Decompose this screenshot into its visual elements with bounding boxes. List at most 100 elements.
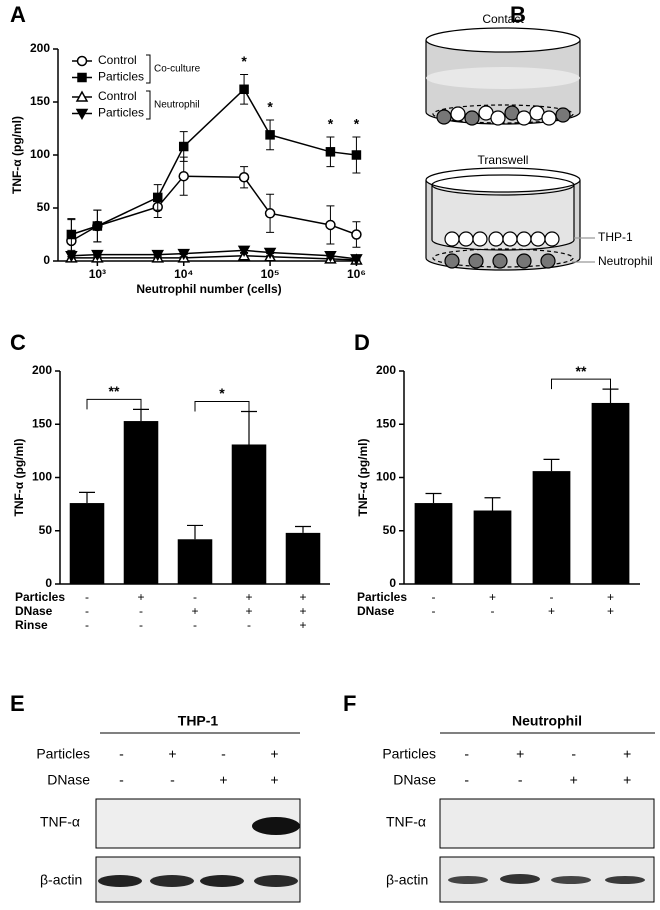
- bar: [591, 402, 630, 584]
- significance-label: **: [576, 363, 587, 379]
- diagram-label: Neutrophil: [598, 254, 653, 268]
- y-tick-label: 50: [37, 200, 51, 214]
- blot-sign: +: [168, 746, 176, 762]
- legend-marker: [76, 55, 88, 67]
- data-point: [91, 249, 104, 262]
- blot-sign: +: [623, 746, 631, 762]
- data-point: [325, 219, 336, 231]
- error-bar: [543, 458, 560, 472]
- medium-surface: [426, 67, 580, 89]
- y-tick-label: 100: [376, 470, 396, 484]
- blot-title: Neutrophil: [512, 713, 582, 729]
- dish-rim: [425, 167, 581, 193]
- blot-band-label: β-actin: [386, 872, 428, 888]
- bar: [69, 503, 105, 584]
- condition-sign: +: [191, 604, 198, 618]
- x-tick-label: 10⁴: [174, 267, 193, 281]
- bar: [414, 503, 453, 584]
- legend-label: Particles: [98, 106, 144, 120]
- blot-band: [605, 876, 645, 884]
- data-point: [351, 150, 362, 160]
- blot-band: [252, 817, 300, 835]
- condition-label: DNase: [357, 604, 395, 618]
- condition-label: DNase: [15, 604, 53, 618]
- bar: [473, 510, 512, 584]
- blot-band-label: β-actin: [40, 872, 82, 888]
- y-tick-label: 0: [43, 253, 50, 267]
- condition-sign: +: [299, 604, 306, 618]
- blot-band-label: TNF-α: [386, 814, 426, 830]
- error-bar: [133, 408, 149, 422]
- blot-sign: +: [270, 772, 278, 788]
- legend-marker: [77, 72, 87, 83]
- data-point: [177, 248, 190, 261]
- diagram-label: Contact: [482, 12, 524, 26]
- series-line: [71, 254, 357, 261]
- data-point: [66, 229, 77, 240]
- annotation: *: [328, 116, 334, 132]
- blot-sign: -: [119, 772, 124, 788]
- legend-marker: [75, 90, 89, 102]
- condition-sign: -: [432, 604, 436, 618]
- condition-sign: -: [550, 590, 554, 604]
- panel-letter: B: [510, 2, 526, 27]
- condition-sign: +: [245, 590, 252, 604]
- condition-label: Particles: [15, 590, 65, 604]
- y-tick-label: 150: [32, 416, 52, 430]
- blot-sign: +: [570, 772, 578, 788]
- condition-label: Particles: [357, 590, 407, 604]
- error-bar: [241, 410, 257, 445]
- blot-sign: -: [518, 772, 523, 788]
- diagram-label: Transwell: [478, 153, 529, 167]
- condition-sign: +: [607, 590, 614, 604]
- insert-rim: [431, 174, 575, 196]
- diagram-label: THP-1: [598, 230, 633, 244]
- data-point: [237, 245, 251, 257]
- y-tick-label: 200: [30, 41, 50, 55]
- data-point: [263, 247, 277, 260]
- error-bar: [187, 524, 203, 540]
- significance-bracket: [86, 398, 142, 410]
- bar: [532, 471, 571, 584]
- blot-row-label: Particles: [382, 746, 436, 762]
- y-tick-label: 200: [376, 363, 396, 377]
- blot-sign: +: [270, 746, 278, 762]
- blot-band: [200, 875, 244, 887]
- legend-group-label: Co-culture: [154, 64, 201, 75]
- series-line: [71, 249, 357, 260]
- data-point: [65, 250, 78, 263]
- condition-sign: +: [245, 604, 252, 618]
- legend-group-label: Neutrophil: [154, 100, 200, 111]
- legend-label: Control: [98, 89, 137, 103]
- condition-label: Rinse: [15, 618, 48, 632]
- y-tick-label: 50: [39, 523, 53, 537]
- data-point: [264, 208, 276, 219]
- annotation: *: [241, 53, 247, 69]
- x-axis-label: Neutrophil number (cells): [136, 282, 281, 296]
- annotation: *: [267, 99, 273, 115]
- dish-rim: [425, 27, 581, 53]
- significance-bracket: [194, 400, 250, 412]
- error-bar: [295, 525, 311, 533]
- panel-letter: D: [354, 330, 370, 355]
- blot-band-label: TNF-α: [40, 814, 80, 830]
- data-point: [325, 147, 336, 157]
- significance-label: **: [109, 383, 120, 399]
- data-point: [178, 170, 189, 182]
- blot-sign: -: [464, 746, 469, 762]
- legend-label: Particles: [98, 70, 144, 84]
- blot-frame: [439, 798, 655, 849]
- x-tick-label: 10³: [89, 267, 106, 281]
- data-point: [350, 254, 363, 266]
- condition-sign: -: [247, 618, 251, 632]
- annotation: *: [354, 116, 360, 132]
- blot-sign: +: [516, 746, 524, 762]
- y-axis-label: TNF-α (pg/ml): [12, 438, 26, 516]
- x-tick-label: 10⁵: [261, 267, 280, 281]
- y-tick-label: 0: [45, 576, 52, 590]
- condition-sign: +: [607, 604, 614, 618]
- condition-sign: -: [85, 604, 89, 618]
- legend-marker: [75, 108, 89, 121]
- blot-sign: +: [623, 772, 631, 788]
